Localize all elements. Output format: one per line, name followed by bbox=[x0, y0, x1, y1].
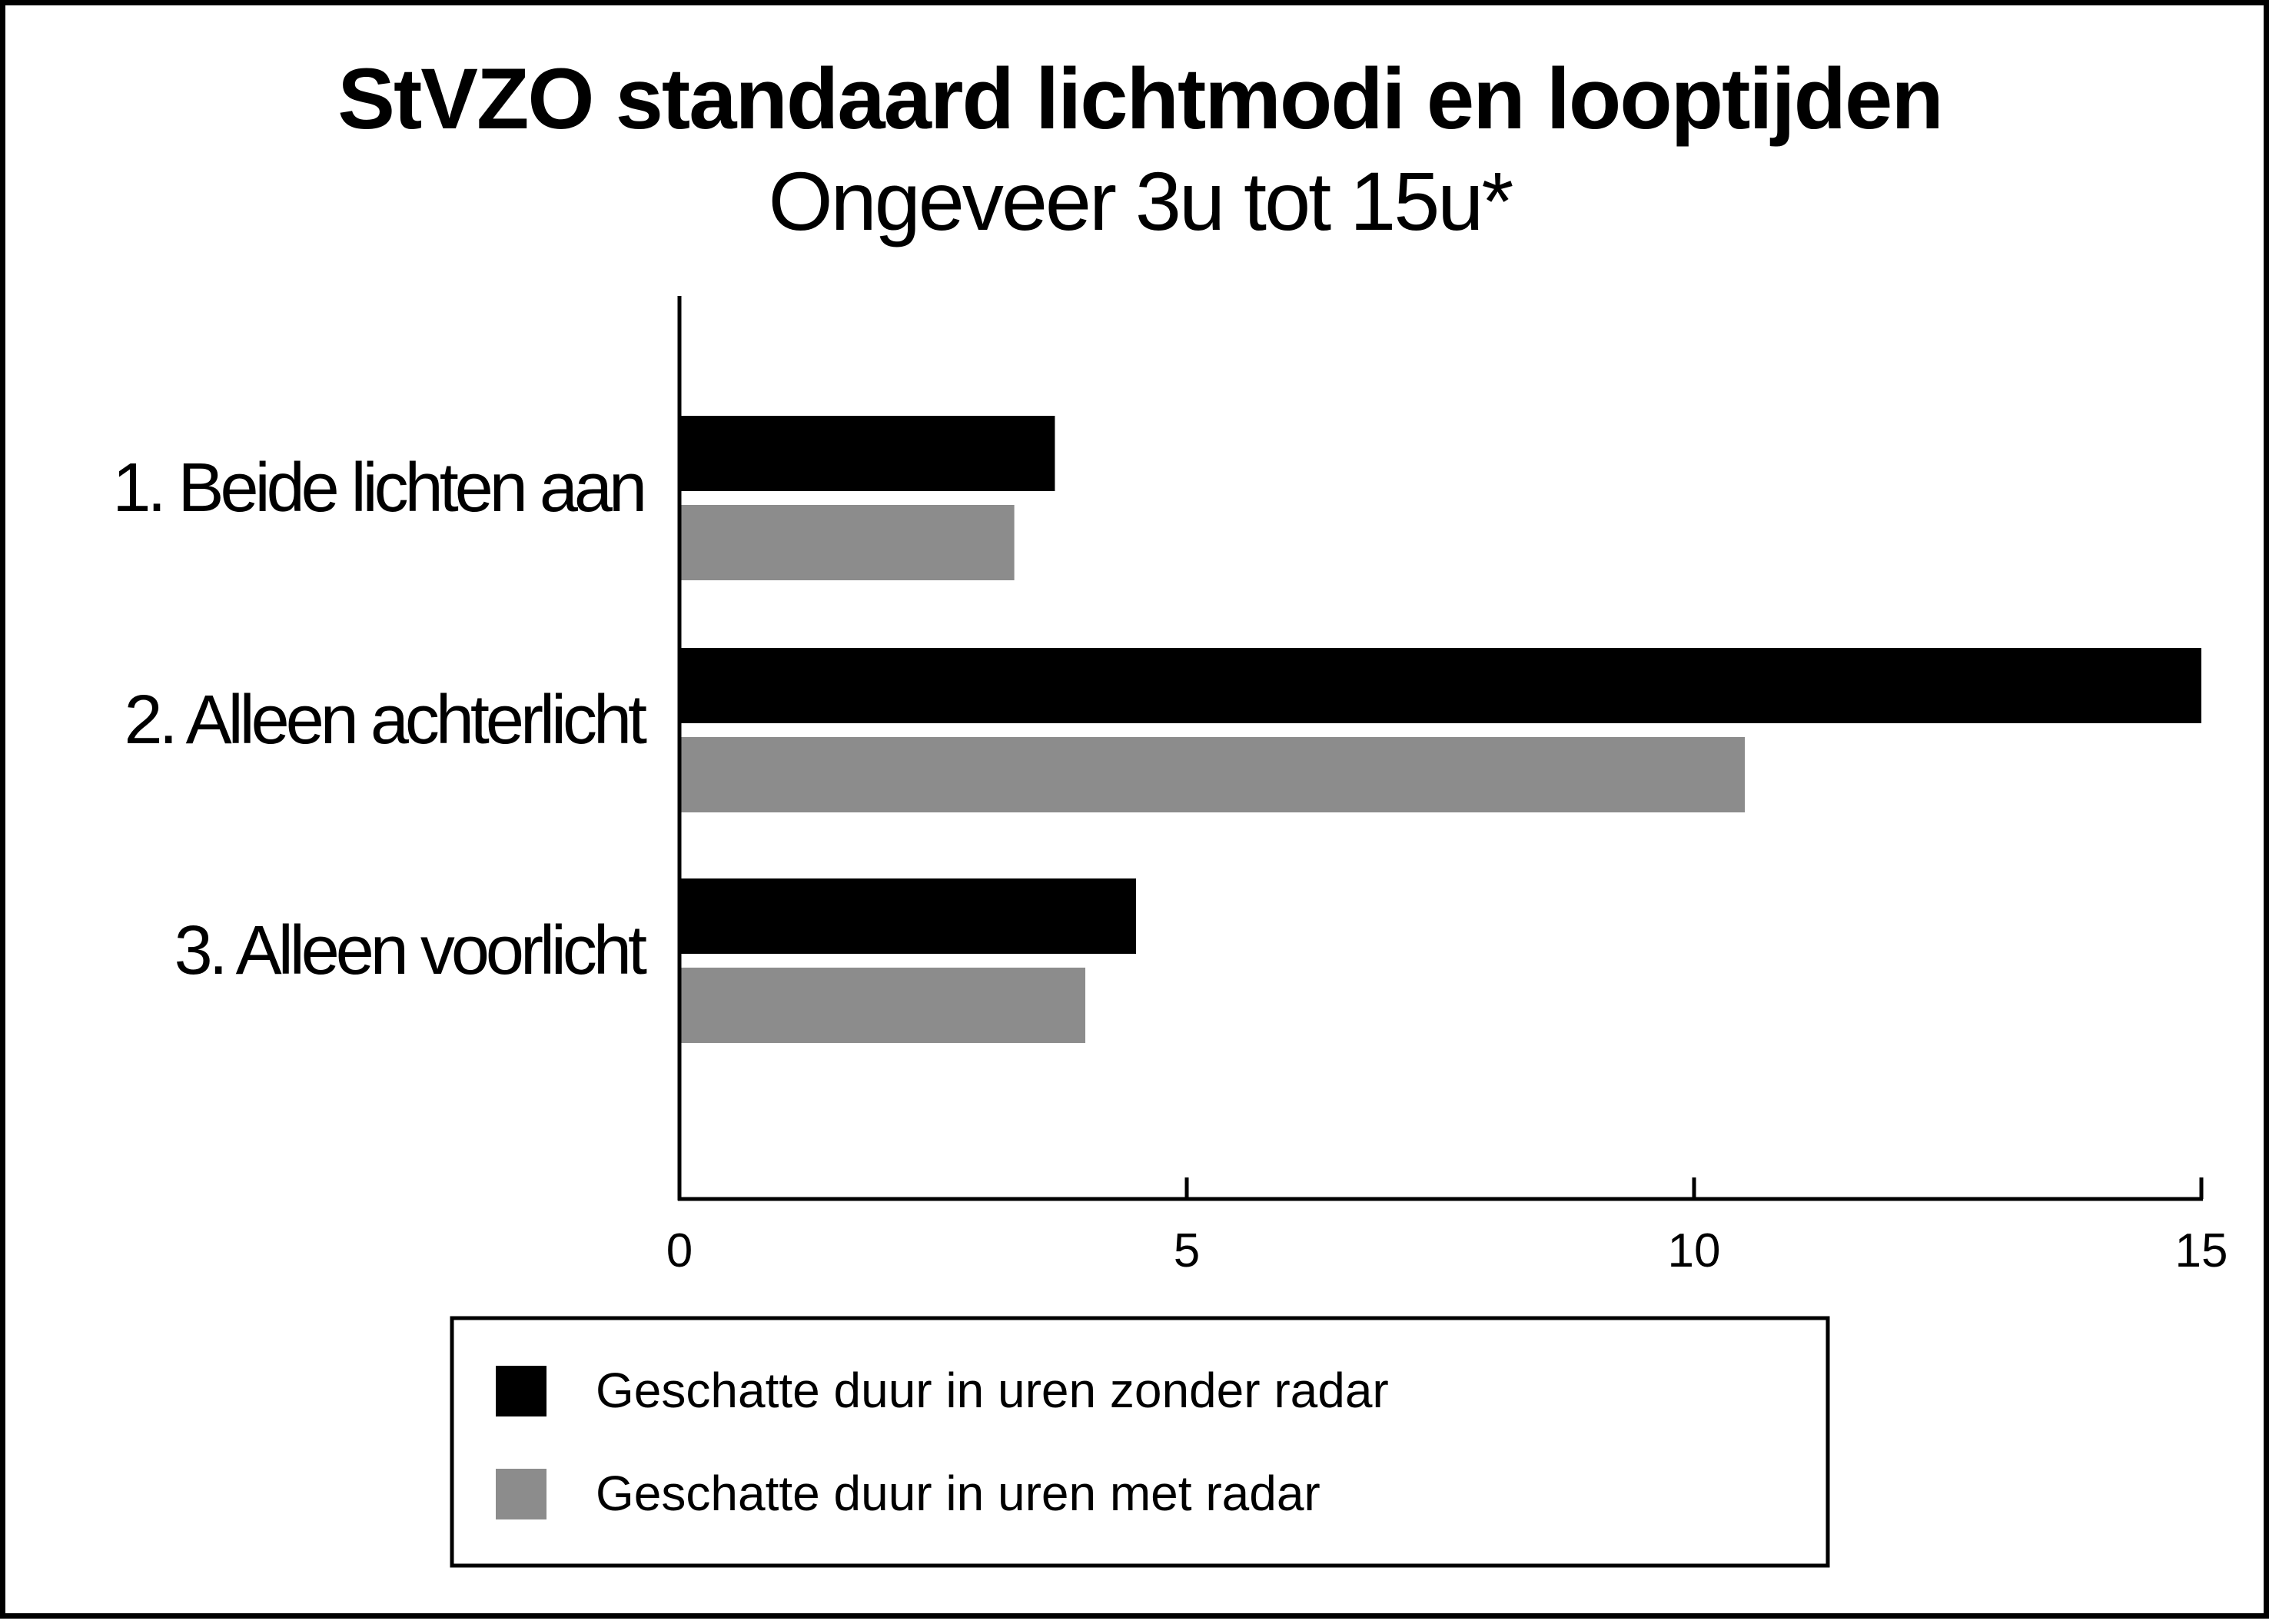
x-tick-label: 5 bbox=[1174, 1224, 1200, 1277]
category-label-1-beide-lichten-aan: 1. Beide lichten aan bbox=[112, 450, 643, 526]
x-tick-label: 15 bbox=[2175, 1224, 2228, 1277]
chart-subtitle: Ongeveer 3u tot 15u* bbox=[769, 154, 1513, 247]
legend-swatch-met-radar bbox=[496, 1469, 546, 1519]
category-label-2-alleen-achterlicht: 2. Alleen achterlicht bbox=[125, 682, 647, 759]
legend-swatch-zonder-radar bbox=[496, 1366, 546, 1416]
axes: 0 5 10 15 bbox=[666, 296, 2228, 1277]
chart-title: StVZO standaard lichtmodi en looptijden bbox=[337, 51, 1942, 147]
bars-layer bbox=[679, 416, 2201, 1043]
x-tick-label: 0 bbox=[666, 1224, 693, 1277]
legend-label-met-radar: Geschatte duur in uren met radar bbox=[596, 1466, 1321, 1521]
legend-box bbox=[450, 1316, 1830, 1568]
bar-chart: StVZO standaard lichtmodi en looptijden … bbox=[112, 51, 2228, 1568]
x-tick-label: 10 bbox=[1668, 1224, 1721, 1277]
bar-2-alleen-achterlicht-zonder-radar bbox=[679, 648, 2201, 723]
bar-3-alleen-voorlicht-zonder-radar bbox=[679, 878, 1136, 954]
bar-3-alleen-voorlicht-met-radar bbox=[679, 968, 1085, 1043]
category-label-3-alleen-voorlicht: 3. Alleen voorlicht bbox=[174, 912, 647, 989]
bar-1-beide-lichten-aan-met-radar bbox=[679, 505, 1015, 580]
bar-2-alleen-achterlicht-met-radar bbox=[679, 737, 1745, 812]
category-labels: 1. Beide lichten aan 2. Alleen achterlich… bbox=[112, 450, 651, 989]
legend-label-zonder-radar: Geschatte duur in uren zonder radar bbox=[596, 1363, 1389, 1418]
bar-1-beide-lichten-aan-zonder-radar bbox=[679, 416, 1055, 491]
